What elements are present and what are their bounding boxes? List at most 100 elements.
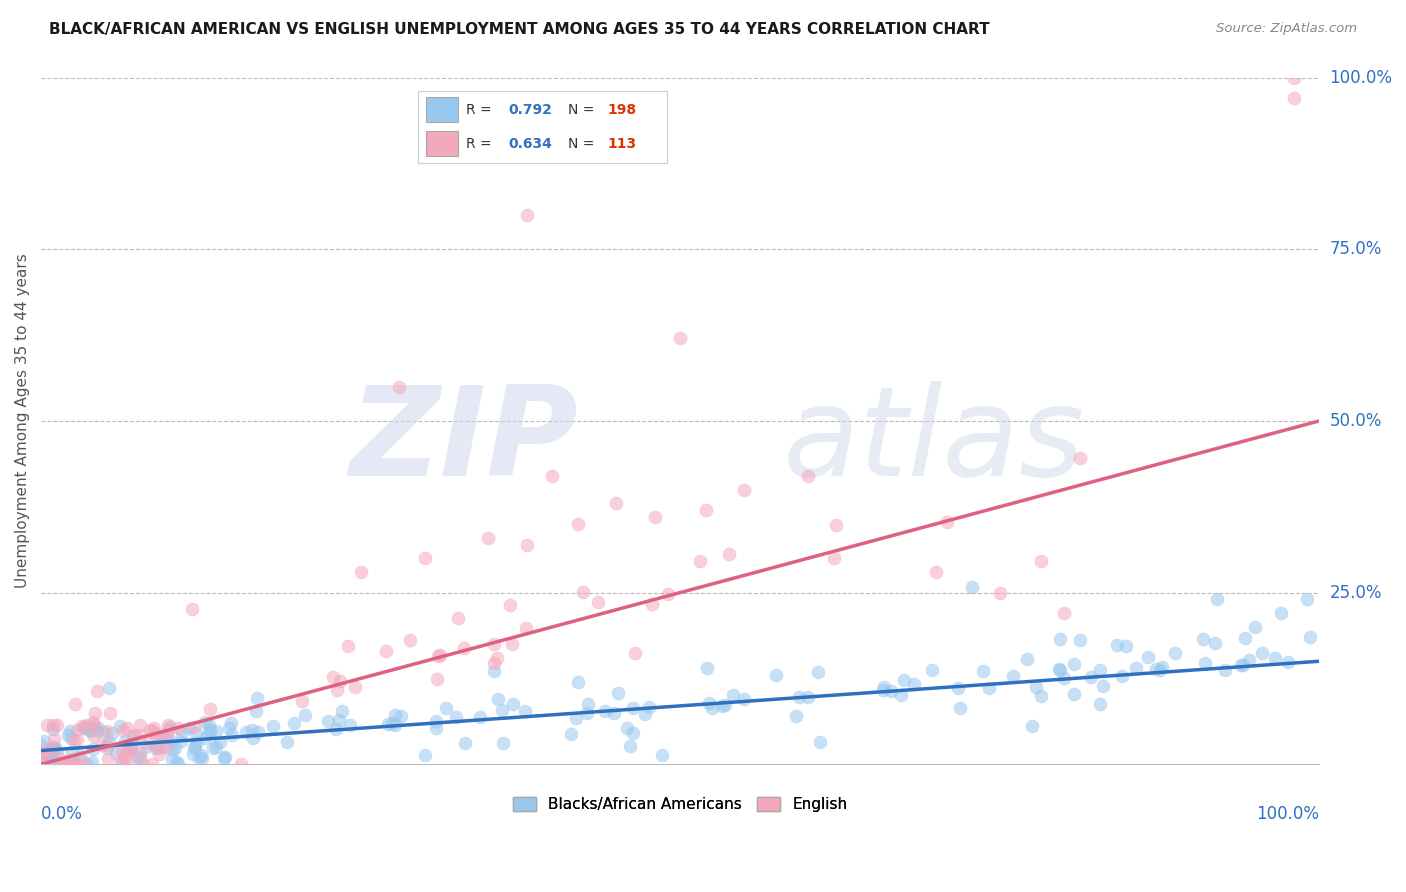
Point: [564, 711, 586, 725]
Point: [1029, 689, 1052, 703]
Point: [44, 757, 66, 772]
Point: [689, 554, 711, 568]
Point: [621, 701, 644, 715]
Point: [148, 747, 170, 761]
Point: [46, 743, 69, 757]
Point: [221, 716, 243, 731]
Point: [110, 753, 132, 767]
Point: [48, 752, 70, 766]
Point: [229, 757, 252, 772]
Point: [718, 547, 741, 561]
Point: [623, 646, 645, 660]
Point: [76, 718, 98, 732]
Point: [121, 737, 143, 751]
Point: [1063, 657, 1085, 671]
Point: [946, 681, 969, 695]
Point: [988, 585, 1011, 599]
Point: [484, 664, 506, 678]
Point: [110, 719, 132, 733]
Point: [30, 739, 52, 753]
Point: [204, 739, 226, 754]
Point: [188, 751, 211, 765]
Point: [1002, 669, 1025, 683]
Point: [32, 757, 55, 772]
Point: [477, 531, 499, 545]
Point: [669, 331, 692, 345]
Point: [42, 718, 65, 732]
Point: [733, 483, 755, 497]
Point: [212, 751, 235, 765]
Text: 75.0%: 75.0%: [1330, 240, 1382, 258]
Point: [32, 733, 55, 747]
Point: [700, 701, 723, 715]
Point: [115, 745, 138, 759]
Point: [575, 706, 598, 720]
Point: [453, 641, 475, 656]
Point: [515, 621, 537, 635]
Point: [1282, 70, 1305, 85]
Point: [159, 734, 181, 748]
Point: [560, 727, 582, 741]
Point: [70, 718, 93, 732]
Point: [80, 756, 103, 770]
Point: [83, 718, 105, 732]
Point: [605, 496, 627, 510]
Point: [513, 704, 536, 718]
Point: [142, 721, 165, 735]
Point: [1021, 719, 1043, 733]
Point: [787, 690, 810, 704]
Point: [39, 754, 62, 768]
Point: [697, 696, 720, 710]
Point: [41, 751, 63, 765]
Point: [104, 746, 127, 760]
Point: [1115, 639, 1137, 653]
Point: [98, 735, 121, 749]
Point: [115, 722, 138, 736]
Point: [283, 715, 305, 730]
Point: [145, 741, 167, 756]
Point: [198, 726, 221, 740]
Text: 50.0%: 50.0%: [1330, 412, 1382, 430]
Point: [79, 723, 101, 738]
Point: [111, 723, 134, 738]
Point: [160, 743, 183, 757]
Point: [37, 747, 59, 762]
Point: [41, 741, 63, 756]
Text: 0.0%: 0.0%: [41, 805, 83, 823]
Text: 100.0%: 100.0%: [1257, 805, 1319, 823]
Point: [444, 709, 467, 723]
Point: [1251, 646, 1274, 660]
Point: [541, 468, 564, 483]
Point: [567, 675, 589, 690]
Point: [52, 757, 75, 772]
Point: [960, 581, 983, 595]
Point: [350, 565, 373, 579]
Point: [576, 697, 599, 711]
Point: [91, 725, 114, 739]
Point: [276, 735, 298, 749]
Point: [482, 656, 505, 670]
Point: [1111, 669, 1133, 683]
Point: [39, 754, 62, 768]
Point: [84, 706, 107, 720]
Point: [1233, 632, 1256, 646]
Y-axis label: Unemployment Among Ages 35 to 44 years: Unemployment Among Ages 35 to 44 years: [15, 253, 30, 588]
Point: [426, 648, 449, 663]
Point: [70, 754, 93, 768]
Point: [979, 681, 1001, 695]
Point: [129, 728, 152, 742]
Point: [138, 723, 160, 738]
Point: [156, 723, 179, 738]
Point: [721, 688, 744, 702]
Point: [98, 681, 121, 695]
Point: [586, 595, 609, 609]
Point: [1232, 657, 1254, 672]
Point: [166, 757, 188, 772]
Point: [921, 663, 943, 677]
Point: [872, 680, 894, 694]
Point: [498, 599, 520, 613]
Point: [808, 735, 831, 749]
Point: [114, 751, 136, 765]
Point: [190, 751, 212, 765]
Point: [972, 664, 994, 678]
